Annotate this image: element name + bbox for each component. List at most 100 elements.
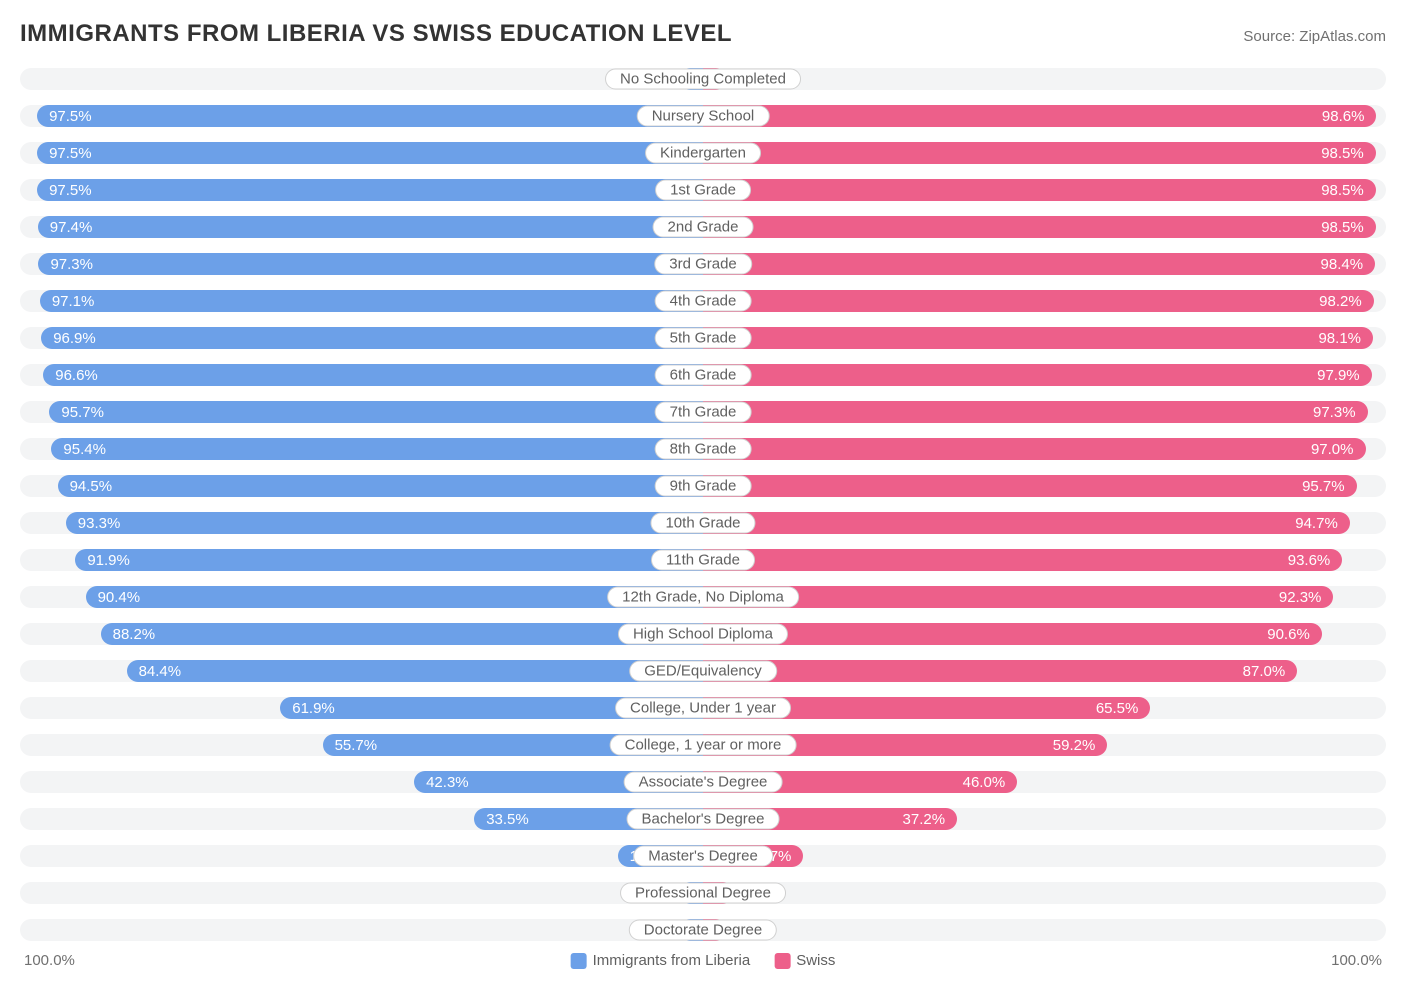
bar-left-value: 97.5%	[49, 108, 92, 125]
bar-right-value: 98.5%	[1321, 182, 1364, 199]
category-label: 7th Grade	[655, 402, 752, 423]
category-label: 1st Grade	[655, 180, 751, 201]
bar-left: 95.7%	[49, 401, 703, 423]
chart-row: 97.5%98.5%Kindergarten	[20, 138, 1386, 168]
bar-left: 88.2%	[101, 623, 703, 645]
bar-right: 98.6%	[703, 105, 1376, 127]
bar-left: 97.5%	[37, 105, 703, 127]
chart-row: 96.9%98.1%5th Grade	[20, 323, 1386, 353]
bar-right-value: 46.0%	[963, 774, 1006, 791]
bar-right-value: 98.5%	[1321, 219, 1364, 236]
chart-row: 95.7% 97.3% 7th Grade	[20, 397, 1386, 427]
chart-row: 33.5%37.2%Bachelor's Degree	[20, 804, 1386, 834]
category-label: 3rd Grade	[654, 254, 752, 275]
bar-left-value: 55.7%	[335, 737, 378, 754]
bar-right: 98.5%	[703, 179, 1376, 201]
category-label: 4th Grade	[655, 291, 752, 312]
category-label: Master's Degree	[633, 846, 773, 867]
bar-left-value: 42.3%	[426, 774, 469, 791]
bar-right: 98.5%	[703, 216, 1376, 238]
axis-max-left: 100.0%	[24, 952, 75, 969]
bar-right-value: 37.2%	[903, 811, 946, 828]
bar-left: 95.4%	[51, 438, 703, 460]
chart-footer: 100.0% Immigrants from Liberia Swiss 100…	[20, 952, 1386, 980]
legend-label-left: Immigrants from Liberia	[593, 952, 751, 969]
chart-row: 97.5%98.6%Nursery School	[20, 101, 1386, 131]
bar-right: 90.6%	[703, 623, 1322, 645]
chart-row: 94.5%95.7%9th Grade	[20, 471, 1386, 501]
bar-left: 97.3%	[38, 253, 703, 275]
category-label: 12th Grade, No Diploma	[607, 587, 799, 608]
bar-right: 93.6%	[703, 549, 1342, 571]
bar-left: 93.3%	[66, 512, 703, 534]
bar-left: 96.9%	[41, 327, 703, 349]
legend-item-right: Swiss	[774, 952, 835, 969]
chart-row: 97.1% 98.2% 4th Grade	[20, 286, 1386, 316]
chart-row: 93.3%94.7%10th Grade	[20, 508, 1386, 538]
source-link[interactable]: ZipAtlas.com	[1299, 28, 1386, 45]
category-label: 8th Grade	[655, 439, 752, 460]
source-prefix: Source:	[1243, 28, 1299, 45]
bar-right-value: 98.2%	[1319, 293, 1362, 310]
bar-left-value: 97.3%	[50, 256, 93, 273]
bar-right-value: 59.2%	[1053, 737, 1096, 754]
chart-row: 97.3% 98.4% 3rd Grade	[20, 249, 1386, 279]
bar-left-value: 91.9%	[87, 552, 130, 569]
chart-row: 12.5%14.7%Master's Degree	[20, 841, 1386, 871]
legend-label-right: Swiss	[796, 952, 835, 969]
bar-right-value: 95.7%	[1302, 478, 1345, 495]
bar-right-value: 97.9%	[1317, 367, 1360, 384]
bar-left-value: 96.9%	[53, 330, 96, 347]
bar-right-value: 90.6%	[1267, 626, 1310, 643]
bar-left-value: 97.4%	[50, 219, 93, 236]
chart-row: 95.4% 97.0% 8th Grade	[20, 434, 1386, 464]
category-label: GED/Equivalency	[629, 661, 777, 682]
bar-right-value: 65.5%	[1096, 700, 1139, 717]
chart-title: IMMIGRANTS FROM LIBERIA VS SWISS EDUCATI…	[20, 20, 732, 48]
bar-right-value: 97.0%	[1311, 441, 1354, 458]
chart-row: 61.9% 65.5% College, Under 1 year	[20, 693, 1386, 723]
category-label: 5th Grade	[655, 328, 752, 349]
bar-left: 96.6%	[43, 364, 703, 386]
legend: Immigrants from Liberia Swiss	[571, 952, 836, 969]
bar-left-value: 97.5%	[49, 182, 92, 199]
category-label: 6th Grade	[655, 365, 752, 386]
bar-left-value: 84.4%	[139, 663, 182, 680]
chart-row: 3.4%4.5%Professional Degree	[20, 878, 1386, 908]
category-label: 9th Grade	[655, 476, 752, 497]
legend-item-left: Immigrants from Liberia	[571, 952, 751, 969]
category-label: Doctorate Degree	[629, 920, 777, 941]
bar-left-value: 97.1%	[52, 293, 95, 310]
bar-left: 91.9%	[75, 549, 703, 571]
bar-right: 94.7%	[703, 512, 1350, 534]
bar-right-value: 92.3%	[1279, 589, 1322, 606]
category-label: High School Diploma	[618, 624, 788, 645]
category-label: Associate's Degree	[624, 772, 783, 793]
chart-row: 91.9%93.6%11th Grade	[20, 545, 1386, 575]
bar-left-value: 61.9%	[292, 700, 335, 717]
chart-row: 42.3% 46.0% Associate's Degree	[20, 767, 1386, 797]
legend-swatch-right	[774, 953, 790, 969]
bar-right-value: 98.6%	[1322, 108, 1365, 125]
axis-max-right: 100.0%	[1331, 952, 1382, 969]
chart-source: Source: ZipAtlas.com	[1243, 28, 1386, 45]
chart-row: 2.5%1.5%No Schooling Completed	[20, 64, 1386, 94]
legend-swatch-left	[571, 953, 587, 969]
chart-row: 96.6% 97.9% 6th Grade	[20, 360, 1386, 390]
chart-row: 88.2% 90.6% High School Diploma	[20, 619, 1386, 649]
bar-left-value: 95.7%	[61, 404, 104, 421]
bar-left-value: 95.4%	[63, 441, 106, 458]
bar-right-value: 97.3%	[1313, 404, 1356, 421]
chart-row: 84.4%87.0%GED/Equivalency	[20, 656, 1386, 686]
category-label: Kindergarten	[645, 143, 761, 164]
bar-left-value: 96.6%	[55, 367, 98, 384]
bar-right: 97.0%	[703, 438, 1366, 460]
bar-left: 97.5%	[37, 142, 703, 164]
category-label: College, Under 1 year	[615, 698, 791, 719]
bar-left: 97.1%	[40, 290, 703, 312]
bar-right: 97.3%	[703, 401, 1368, 423]
bar-right-value: 98.4%	[1321, 256, 1364, 273]
chart-row: 90.4%92.3%12th Grade, No Diploma	[20, 582, 1386, 612]
bar-right: 97.9%	[703, 364, 1372, 386]
bar-right: 98.5%	[703, 142, 1376, 164]
